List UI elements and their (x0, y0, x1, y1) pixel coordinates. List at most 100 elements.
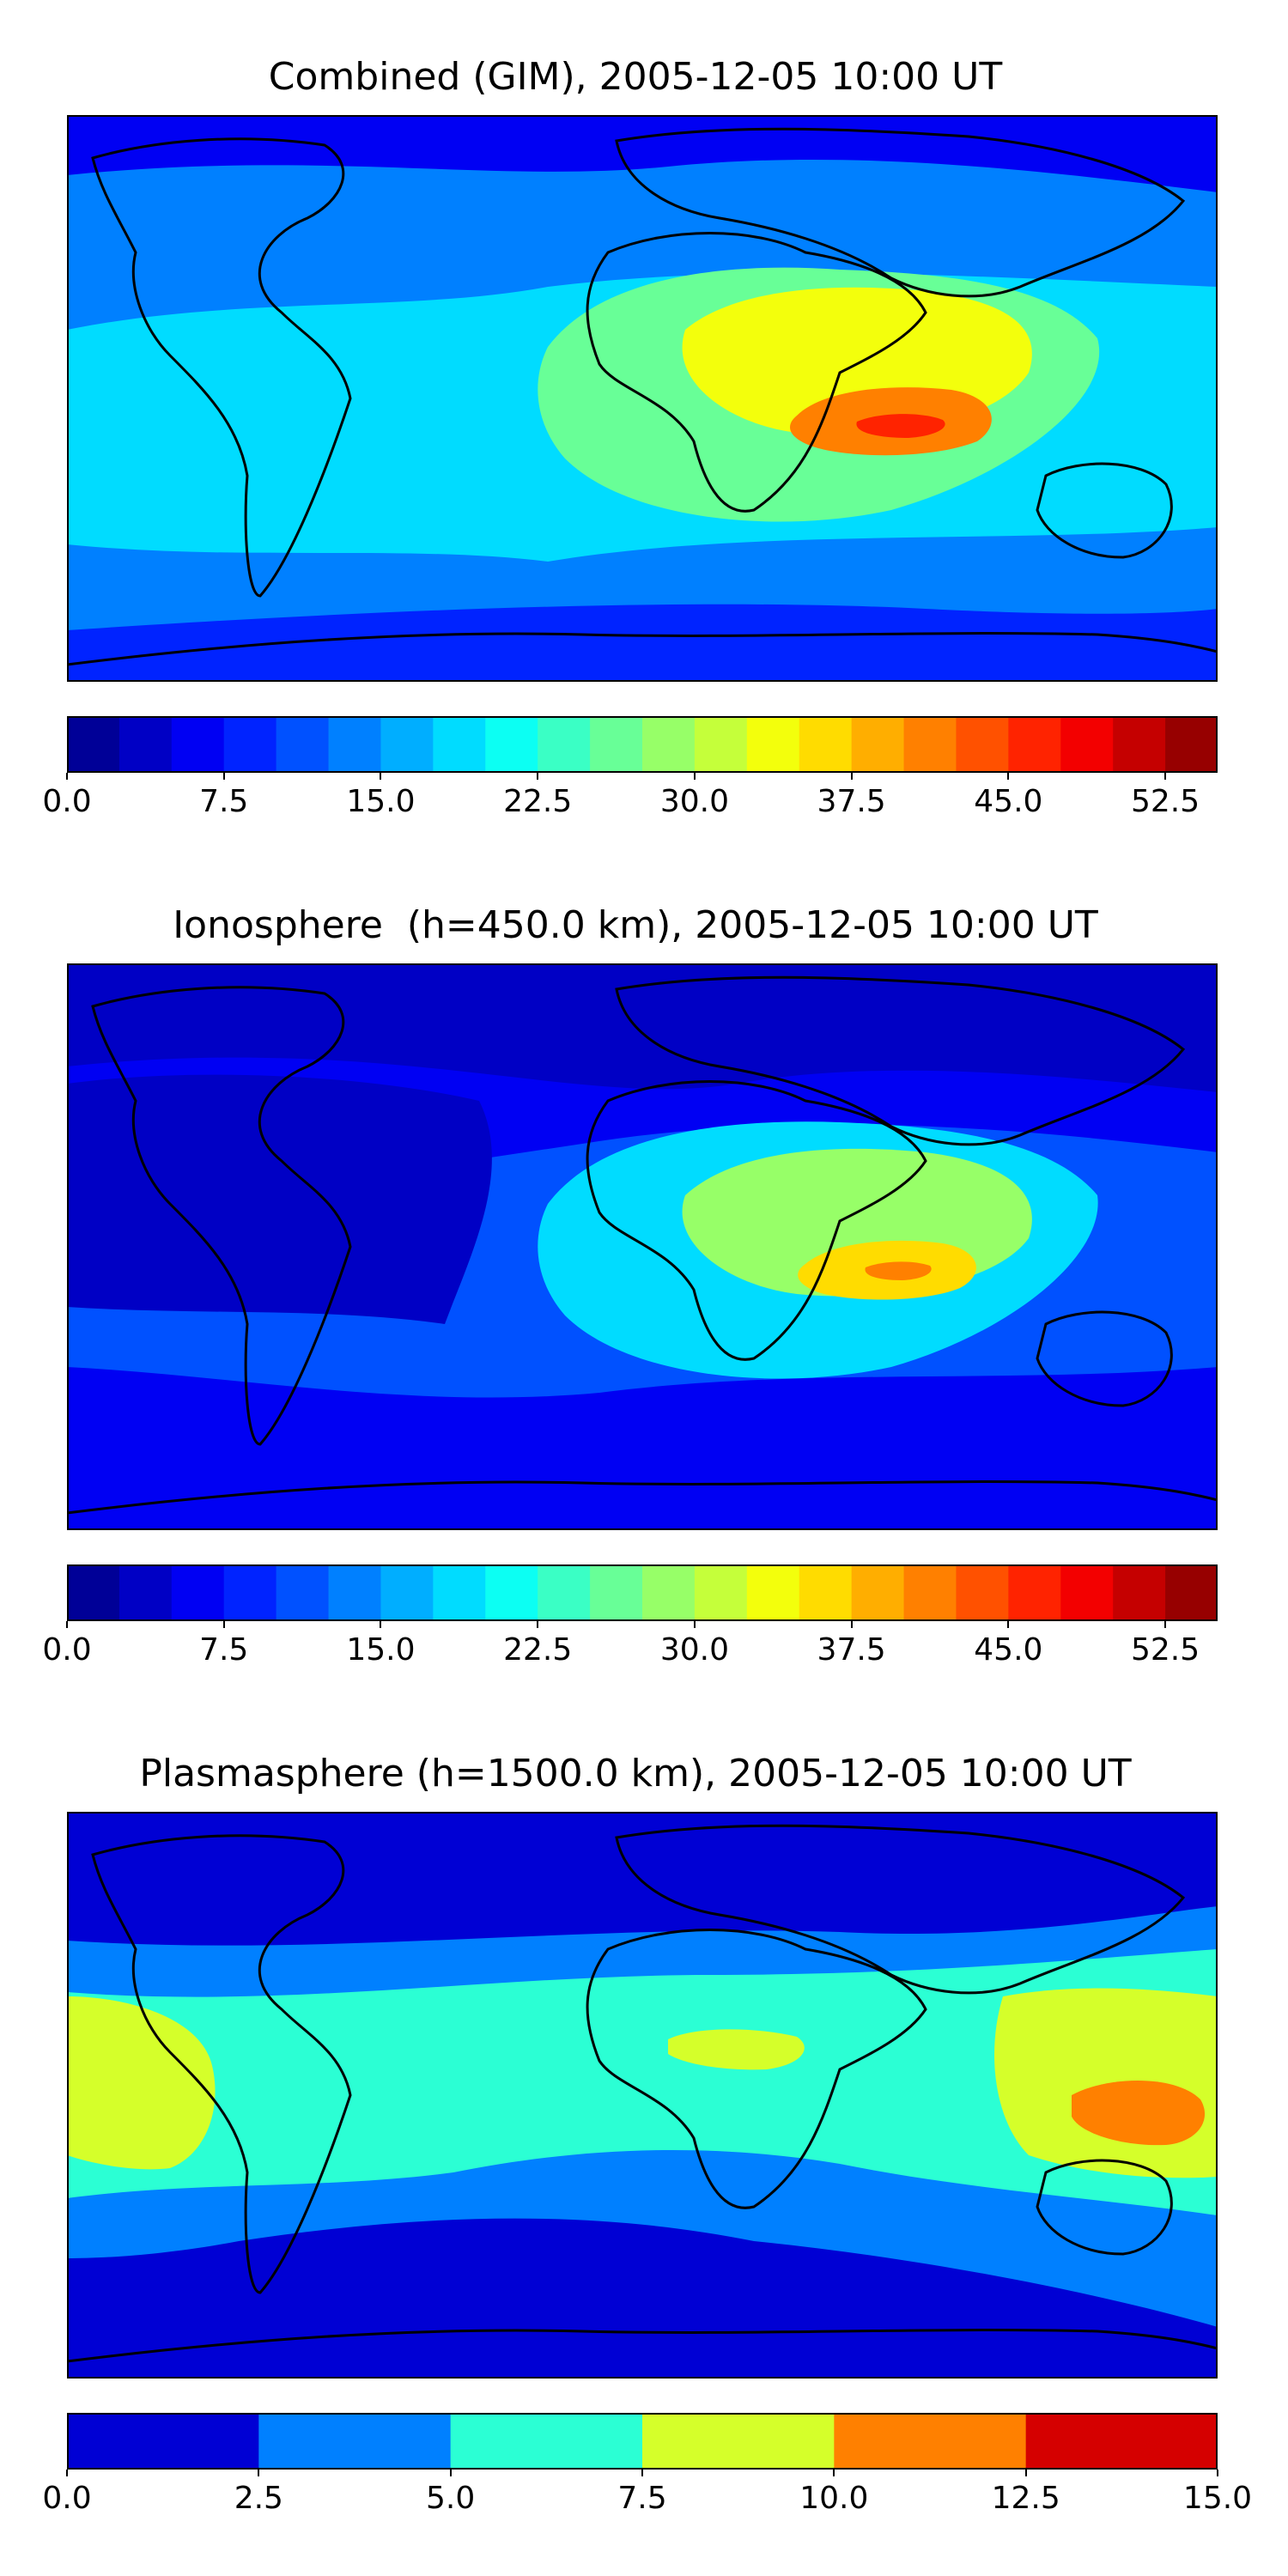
panel-3-map (67, 1812, 1218, 2379)
colorbar-segment (642, 2413, 835, 2470)
colorbar-segment (799, 716, 853, 773)
colorbar-tick-label: 5.0 (426, 2481, 476, 2516)
colorbar-tick-mark (66, 773, 68, 780)
contour-south-polar-low (67, 604, 1218, 682)
colorbar-tick-label: 52.5 (1131, 784, 1200, 819)
colorbar-tick-mark (1164, 1621, 1167, 1628)
contour-west-pacific-patch (994, 1988, 1218, 2178)
colorbar-tick-mark (537, 773, 539, 780)
colorbar-tick-label: 7.5 (199, 1632, 249, 1668)
panel-1-map (67, 115, 1218, 682)
colorbar-tick-mark (850, 1621, 853, 1628)
panel-3-colorbar-ticks: 0.0 2.5 5.0 7.5 10.0 12.5 15.0 (0, 2470, 1288, 2526)
colorbar-segment (746, 716, 800, 773)
colorbar-tick-mark (641, 2470, 643, 2476)
colorbar-segment (1060, 716, 1114, 773)
colorbar-tick-label: 0.0 (42, 784, 92, 819)
colorbar-segment (1165, 1564, 1218, 1621)
colorbar-frame (67, 716, 1218, 773)
colorbar-tick-label: 0.0 (42, 1632, 92, 1668)
panel-2-colorbar (67, 1564, 1218, 1621)
contour-north-polar-low (67, 963, 1218, 1092)
colorbar-segment (1008, 1564, 1061, 1621)
colorbar-segment (223, 716, 277, 773)
map-plot-1 (67, 115, 1218, 682)
map-frame (67, 115, 1218, 682)
contour-equatorial-band (67, 1949, 1218, 2215)
colorbar-tick-label: 52.5 (1131, 1632, 1200, 1668)
colorbar-segment (328, 1564, 381, 1621)
colorbar-frame (67, 2413, 1218, 2470)
colorbar-segment (328, 716, 381, 773)
colorbar-svg-2 (67, 1564, 1218, 1621)
colorbar-segment (258, 2413, 452, 2470)
colorbar-segment (1113, 1564, 1166, 1621)
colorbar-tick-label: 2.5 (234, 2481, 283, 2516)
colorbar-segment (834, 2413, 1027, 2470)
colorbar-tick-mark (537, 1621, 539, 1628)
colorbar-tick-mark (222, 773, 225, 780)
colorbar-tick-label: 37.5 (817, 1632, 886, 1668)
coastline (67, 975, 1218, 1515)
colorbar-tick-mark (1164, 773, 1167, 780)
panel-3-colorbar (67, 2413, 1218, 2470)
contour-peak-max (856, 414, 945, 438)
colorbar-segment (538, 716, 591, 773)
colorbar-tick-label: 22.5 (503, 1632, 573, 1668)
colorbar-tick-mark (380, 1621, 382, 1628)
colorbar-segment (433, 1564, 486, 1621)
panel-2-map (67, 963, 1218, 1530)
panel-3-title: Plasmasphere (h=1500.0 km), 2005-12-05 1… (139, 1752, 1132, 1795)
colorbar-segment (642, 1564, 696, 1621)
colorbar-segment (380, 1564, 434, 1621)
colorbar-tick-mark (693, 1621, 696, 1628)
colorbar-segment (118, 1564, 173, 1621)
panel-1-title: Combined (GIM), 2005-12-05 10:00 UT (268, 55, 1003, 99)
colorbar-tick-mark (449, 2470, 452, 2476)
colorbar-segment (851, 1564, 905, 1621)
colorbar-segment (67, 716, 120, 773)
colorbar-tick-label: 15.0 (1182, 2481, 1253, 2516)
colorbar-segment (485, 716, 538, 773)
colorbar-tick-label: 45.0 (974, 1632, 1043, 1668)
colorbar-segment (223, 1564, 277, 1621)
colorbar-tick-label: 30.0 (659, 1632, 729, 1668)
colorbar-segment (450, 2413, 643, 2470)
panel-1-colorbar (67, 716, 1218, 773)
colorbar-segment (171, 1564, 225, 1621)
colorbar-segment (538, 1564, 591, 1621)
colorbar-segment (276, 1564, 330, 1621)
colorbar-svg-1 (67, 716, 1218, 773)
colorbar-tick-mark (1024, 2470, 1027, 2476)
colorbar-segment (903, 716, 957, 773)
colorbar-segment (642, 716, 696, 773)
contour-east-pacific-patch (67, 1996, 216, 2170)
colorbar-tick-mark (850, 773, 853, 780)
colorbar-segment (799, 1564, 853, 1621)
colorbar-tick-mark (1217, 2470, 1218, 2476)
coastline (67, 1824, 1218, 2363)
colorbar-segment (1025, 2413, 1218, 2470)
colorbar-tick-mark (66, 2470, 68, 2476)
colorbar-segment (67, 1564, 120, 1621)
colorbar-tick-mark (1007, 1621, 1010, 1628)
panel-2-colorbar-ticks: 0.0 7.5 15.0 22.5 30.0 37.5 45.0 52.5 (0, 1621, 1288, 1678)
colorbar-segment (694, 1564, 748, 1621)
colorbar-tick-label: 37.5 (817, 784, 886, 819)
map-frame (67, 963, 1218, 1530)
colorbar-segment (485, 1564, 538, 1621)
map-plot-2 (67, 963, 1218, 1530)
colorbar-tick-label: 10.0 (799, 2481, 869, 2516)
colorbar-tick-mark (66, 1621, 68, 1628)
colorbar-segment (956, 716, 1009, 773)
colorbar-tick-label: 12.5 (991, 2481, 1060, 2516)
colorbar-segment (1008, 716, 1061, 773)
colorbar-tick-label: 15.0 (346, 1632, 416, 1668)
colorbar-tick-mark (380, 773, 382, 780)
colorbar-segment (1165, 716, 1218, 773)
map-plot-3 (67, 1812, 1218, 2379)
panel-1-colorbar-ticks: 0.0 7.5 15.0 22.5 30.0 37.5 45.0 52.5 (0, 773, 1288, 829)
contour-west-hemisphere-low (67, 1074, 492, 1324)
colorbar-tick-mark (833, 2470, 835, 2476)
colorbar-segment (1060, 1564, 1114, 1621)
